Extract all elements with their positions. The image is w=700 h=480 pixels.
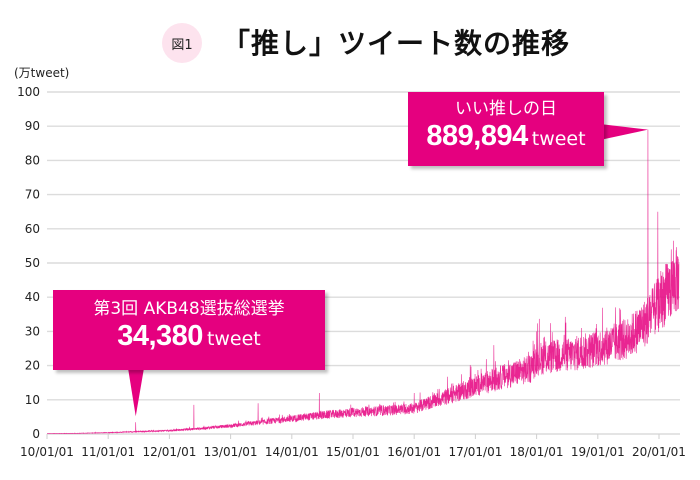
akb-callout-value-row: 34,380 tweet (53, 320, 325, 353)
x-tick-label: 15/01/01 (326, 445, 380, 459)
x-tick-label: 17/01/01 (448, 445, 502, 459)
y-tick-label: 50 (25, 256, 40, 270)
akb-callout-unit: tweet (206, 328, 261, 350)
x-tick-label: 12/01/01 (142, 445, 196, 459)
peak-callout-value-row: 889,894 tweet (408, 120, 604, 153)
peak-callout-value: 889,894 (426, 120, 528, 152)
peak-callout: いい推しの日 889,894 tweet (408, 92, 604, 166)
y-axis-unit-label: (万tweet) (14, 66, 70, 80)
y-tick-label: 90 (25, 119, 40, 133)
chart-title: 「推し」ツイート数の推移 (222, 27, 571, 60)
peak-callout-unit: tweet (531, 128, 586, 150)
x-tick-label: 11/01/01 (81, 445, 135, 459)
x-tick-label: 13/01/01 (204, 445, 258, 459)
y-tick-label: 70 (25, 188, 40, 202)
akb-callout-value: 34,380 (117, 320, 203, 352)
tweet-count-line (46, 129, 680, 435)
x-tick-label: 10/01/01 (20, 445, 74, 459)
akb-callout: 第3回 AKB48選抜総選挙 34,380 tweet (53, 290, 325, 370)
y-tick-label: 80 (25, 153, 40, 167)
y-tick-label: 20 (25, 359, 40, 373)
y-tick-label: 60 (25, 222, 40, 236)
x-tick-label: 14/01/01 (265, 445, 319, 459)
peak-callout-pointer (600, 124, 648, 140)
y-tick-label: 10 (25, 393, 40, 407)
x-tick-label: 20/01/01 (632, 445, 686, 459)
y-tick-label: 40 (25, 290, 40, 304)
figure-badge: 図1 (162, 23, 202, 63)
y-tick-label: 30 (25, 324, 40, 338)
akb-callout-label: 第3回 AKB48選抜総選挙 (93, 299, 285, 319)
akb-callout-pointer (128, 368, 144, 417)
chart-header: 図1 「推し」ツイート数の推移 (0, 20, 700, 64)
y-tick-label: 0 (32, 427, 40, 441)
x-tick-label: 19/01/01 (571, 445, 625, 459)
peak-callout-label: いい推しの日 (455, 99, 557, 119)
y-tick-label: 100 (17, 85, 40, 99)
x-tick-label: 16/01/01 (387, 445, 441, 459)
x-tick-label: 18/01/01 (510, 445, 564, 459)
